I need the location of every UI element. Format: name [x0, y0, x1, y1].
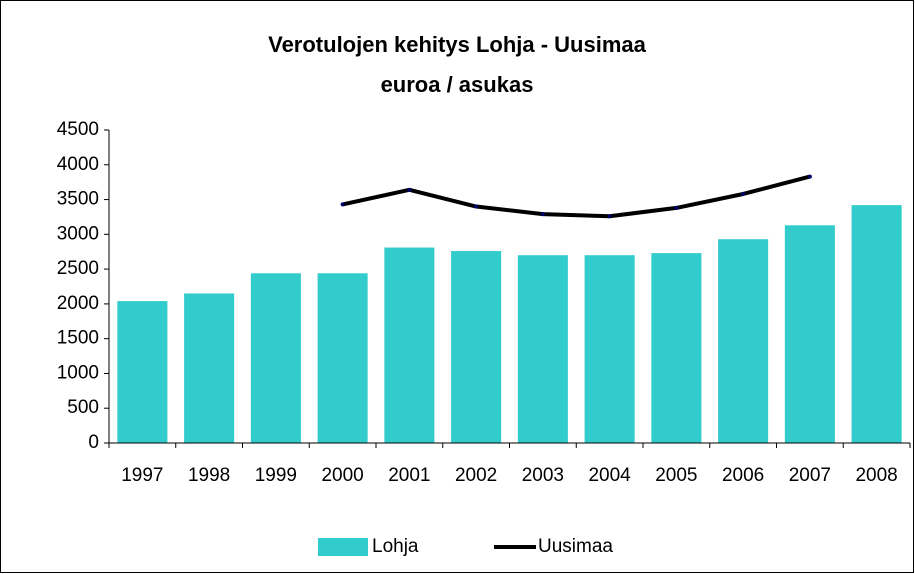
bar	[117, 301, 168, 443]
bar	[184, 293, 235, 443]
x-tick-label: 2000	[321, 465, 363, 486]
line-point	[474, 204, 479, 209]
x-tick-label: 1997	[121, 465, 163, 486]
y-tick-label: 3500	[57, 189, 99, 210]
bar	[651, 253, 702, 443]
line	[342, 174, 811, 219]
x-tick-label: 2002	[455, 465, 497, 486]
x-tick-label: 1999	[255, 465, 297, 486]
y-tick-label: 1000	[57, 362, 99, 383]
bar	[517, 255, 568, 443]
x-tick-label: 2006	[722, 465, 764, 486]
x-tick-label: 2007	[789, 465, 831, 486]
line-point	[340, 202, 345, 207]
bar	[384, 247, 435, 443]
y-tick-label: 2000	[57, 293, 99, 314]
legend-label: Uusimaa	[538, 536, 613, 557]
line-point	[407, 187, 412, 192]
x-tick-label: 2005	[655, 465, 697, 486]
y-tick-label: 2500	[57, 258, 99, 279]
x-tick-label: 2003	[522, 465, 564, 486]
line-point	[807, 174, 812, 179]
x-tick-label: 1998	[188, 465, 230, 486]
x-tick-label: 2004	[588, 465, 631, 486]
chart-title: Verotulojen kehitys Lohja - Uusimaa	[268, 32, 647, 57]
y-tick-label: 4000	[57, 154, 99, 175]
bar	[718, 239, 769, 443]
bar	[851, 205, 902, 443]
y-tick-label: 0	[88, 432, 99, 453]
line-point	[674, 205, 679, 210]
line-point	[540, 212, 545, 217]
y-tick-label: 4500	[57, 119, 99, 140]
bar	[250, 273, 301, 443]
bar	[784, 225, 835, 443]
bar	[317, 273, 368, 443]
legend-label: Lohja	[372, 536, 419, 557]
line-point	[607, 214, 612, 219]
y-tick-label: 500	[67, 397, 99, 418]
y-tick-label: 1500	[57, 328, 99, 349]
line-point	[741, 191, 746, 196]
x-tick-label: 2008	[855, 465, 897, 486]
chart-subtitle: euroa / asukas	[381, 72, 534, 97]
x-tick-label: 2001	[388, 465, 430, 486]
bar	[451, 251, 502, 443]
y-tick-label: 3000	[57, 223, 99, 244]
legend-swatch	[318, 538, 368, 556]
bar	[584, 255, 635, 443]
